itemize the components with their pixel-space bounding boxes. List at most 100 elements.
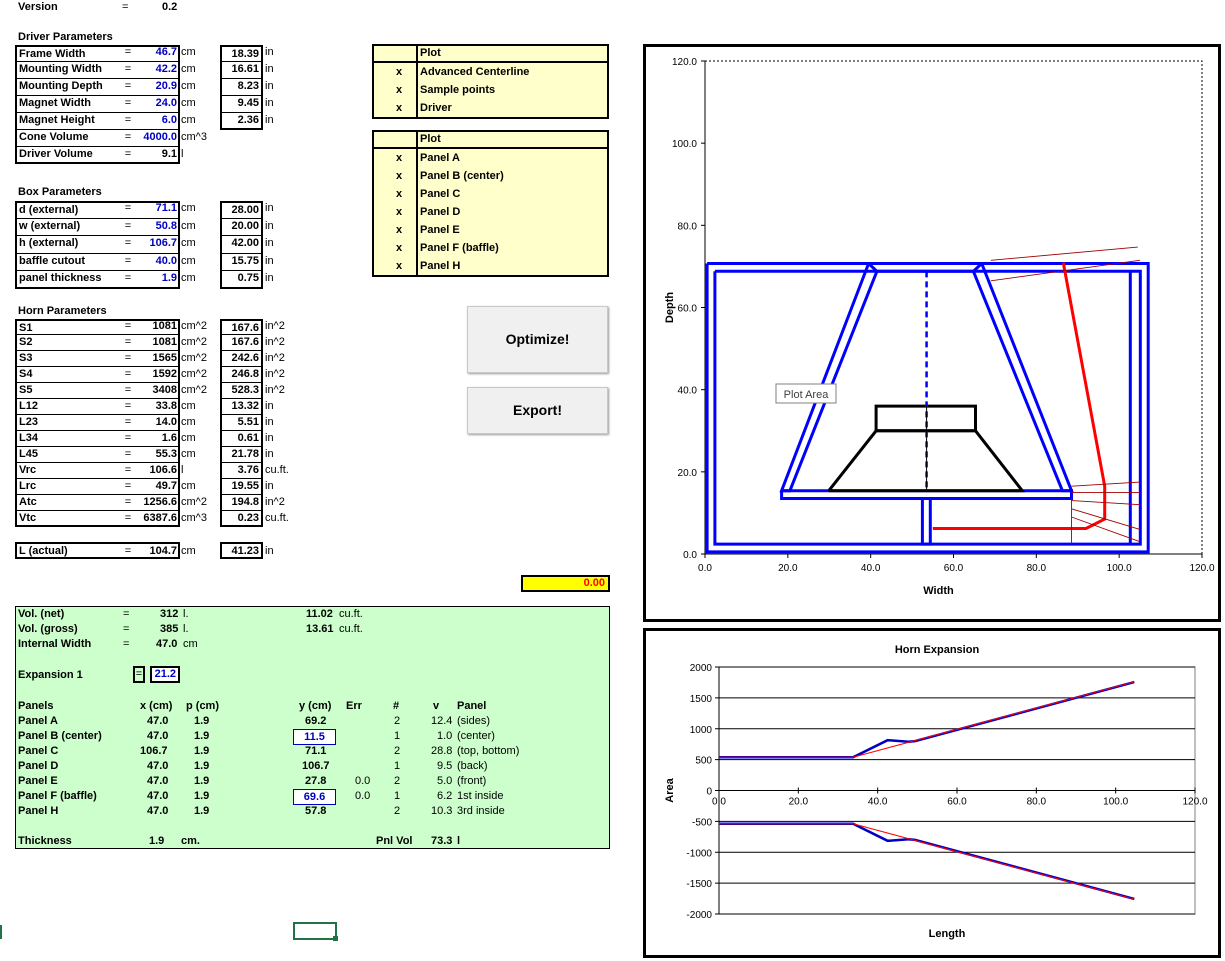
panel-name: Panel H — [18, 805, 59, 817]
horn-expansion-chart[interactable]: Horn Expansion 2000 1500 1000 500 0 -500 -1000 -… — [643, 628, 1221, 958]
x-tick-label: 100.0 — [1107, 563, 1132, 574]
param-unit: cm — [181, 97, 196, 109]
plot-option-check[interactable]: x — [395, 242, 403, 254]
param-name: w (external) — [15, 218, 180, 236]
x-tick-label: 60.0 — [944, 563, 964, 574]
expansion-input[interactable]: 21.2 — [150, 666, 180, 683]
param-eq: = — [124, 384, 132, 396]
param-value[interactable]: 20.9 — [155, 80, 177, 92]
param-row: h (external) = 106.7 cm 42.00 in — [15, 236, 275, 254]
plot-option-label: Panel H — [420, 260, 461, 272]
plot-option-check[interactable]: x — [395, 188, 403, 200]
param-value[interactable]: 46.7 — [155, 46, 177, 58]
param-value[interactable]: 106.7 — [149, 237, 177, 249]
param-value: 1256.6 — [143, 496, 177, 508]
plot-option-row[interactable]: x Advanced Centerline — [374, 63, 607, 81]
plot-option-row[interactable]: x Panel B (center) — [374, 167, 607, 185]
plot-option-check[interactable]: x — [395, 260, 403, 272]
plot-option-row[interactable]: x Panel C — [374, 185, 607, 203]
panel-volume: 9.5 — [437, 760, 453, 772]
panel-count: 1 — [394, 730, 401, 742]
x-tick-label: 120.0 — [1189, 563, 1214, 574]
panel-desc: (center) — [457, 730, 495, 742]
param-converted-unit: in^2 — [265, 320, 285, 332]
param-row: L12 = 33.8 cm 13.32 in — [15, 399, 290, 415]
plot-option-row[interactable]: x Panel E — [374, 221, 607, 239]
param-unit: cm^2 — [181, 336, 207, 348]
export-button[interactable]: Export! — [467, 387, 608, 434]
param-value[interactable]: 4000.0 — [143, 131, 177, 143]
param-row: Vtc = 6387.6 cm^3 0.23 cu.ft. — [15, 511, 290, 527]
param-converted-unit: in^2 — [265, 352, 285, 364]
param-value[interactable]: 40.0 — [155, 254, 177, 267]
plot-option-check[interactable]: x — [395, 66, 403, 78]
pnl-vol-value: 73.3 — [431, 835, 453, 847]
layout-chart-svg: 0.0 20.0 40.0 60.0 80.0 100.0 120.0 0.0 20.0 40.0… — [664, 57, 1215, 597]
optimize-button[interactable]: Optimize! — [467, 306, 608, 373]
plot-area-tooltip: Plot Area — [775, 383, 837, 404]
param-name: Vtc — [15, 511, 180, 527]
plot-option-check[interactable]: x — [395, 152, 403, 164]
panel-count: 1 — [394, 760, 401, 772]
panel-y-input[interactable]: 11.5 — [293, 729, 336, 745]
param-value[interactable]: 50.8 — [155, 219, 177, 232]
param-value: 106.6 — [149, 464, 177, 476]
version-eq: = — [122, 1, 129, 13]
plot-option-check[interactable]: x — [395, 170, 403, 182]
param-eq: = — [124, 496, 132, 508]
l-actual-unit: cm — [181, 545, 196, 557]
param-converted: 28.00 — [220, 201, 263, 219]
vol-net-unit-ft: cu.ft. — [339, 608, 363, 620]
plot-option-row[interactable]: x Panel F (baffle) — [374, 239, 607, 257]
layout-chart[interactable]: 0.0 20.0 40.0 60.0 80.0 100.0 120.0 0.0 20.0 40.0… — [643, 44, 1221, 622]
param-row: baffle cutout = 40.0 cm 15.75 in — [15, 253, 275, 271]
param-converted-unit: in — [265, 416, 274, 428]
param-converted: 19.55 — [220, 479, 263, 495]
plot-option-check[interactable]: x — [395, 102, 403, 114]
fill-handle[interactable] — [333, 936, 338, 941]
thickness-label: Thickness — [18, 835, 72, 847]
plot-option-row[interactable]: x Panel D — [374, 203, 607, 221]
panel-y: 69.2 — [305, 715, 327, 727]
plot-option-check[interactable]: x — [395, 206, 403, 218]
param-value[interactable]: 6.0 — [161, 114, 177, 126]
plot-option-check[interactable]: x — [395, 224, 403, 236]
param-converted-unit: in — [265, 400, 274, 412]
param-name: Magnet Width — [15, 96, 180, 113]
param-converted-unit: in^2 — [265, 384, 285, 396]
param-name: h (external) — [15, 236, 180, 254]
plot-option-row[interactable]: x Driver — [374, 99, 607, 117]
param-value[interactable]: 24.0 — [155, 97, 177, 109]
y-tick-label: 500 — [695, 756, 712, 767]
param-value: 1592 — [152, 368, 177, 380]
driver-params-title: Driver Parameters — [18, 31, 113, 43]
panel-count: 1 — [394, 790, 401, 802]
param-unit: cm — [181, 237, 196, 249]
param-value[interactable]: 71.1 — [155, 202, 177, 214]
plot-option-check[interactable]: x — [395, 84, 403, 96]
param-converted-unit: in^2 — [265, 368, 285, 380]
param-converted-unit: in^2 — [265, 336, 285, 348]
param-unit: l — [181, 464, 184, 476]
x-tick-label: 0.0 — [698, 563, 712, 574]
series-fit-upper — [719, 681, 1135, 758]
plot-option-row[interactable]: x Sample points — [374, 81, 607, 99]
selected-cell[interactable] — [293, 922, 337, 940]
internal-width-unit: cm — [183, 638, 198, 650]
box-params-title: Box Parameters — [18, 186, 102, 198]
panel-volume: 28.8 — [431, 745, 453, 757]
param-eq: = — [124, 272, 132, 284]
version-label: Version — [18, 1, 58, 13]
param-converted: 0.23 — [220, 511, 263, 527]
plot-option-row[interactable]: x Panel A — [374, 149, 607, 167]
panel-y-input[interactable]: 69.6 — [293, 789, 336, 805]
param-converted: 167.6 — [220, 335, 263, 351]
series-sample-right-5 — [1071, 516, 1141, 543]
param-name: Mounting Width — [15, 62, 180, 79]
plot-option-row[interactable]: x Panel H — [374, 257, 607, 275]
panel-y: 57.8 — [305, 805, 327, 817]
panel-err: 0.0 — [355, 790, 371, 802]
param-value[interactable]: 42.2 — [155, 63, 177, 75]
param-value[interactable]: 1.9 — [161, 272, 177, 284]
series-sample-top-1 — [990, 246, 1138, 261]
